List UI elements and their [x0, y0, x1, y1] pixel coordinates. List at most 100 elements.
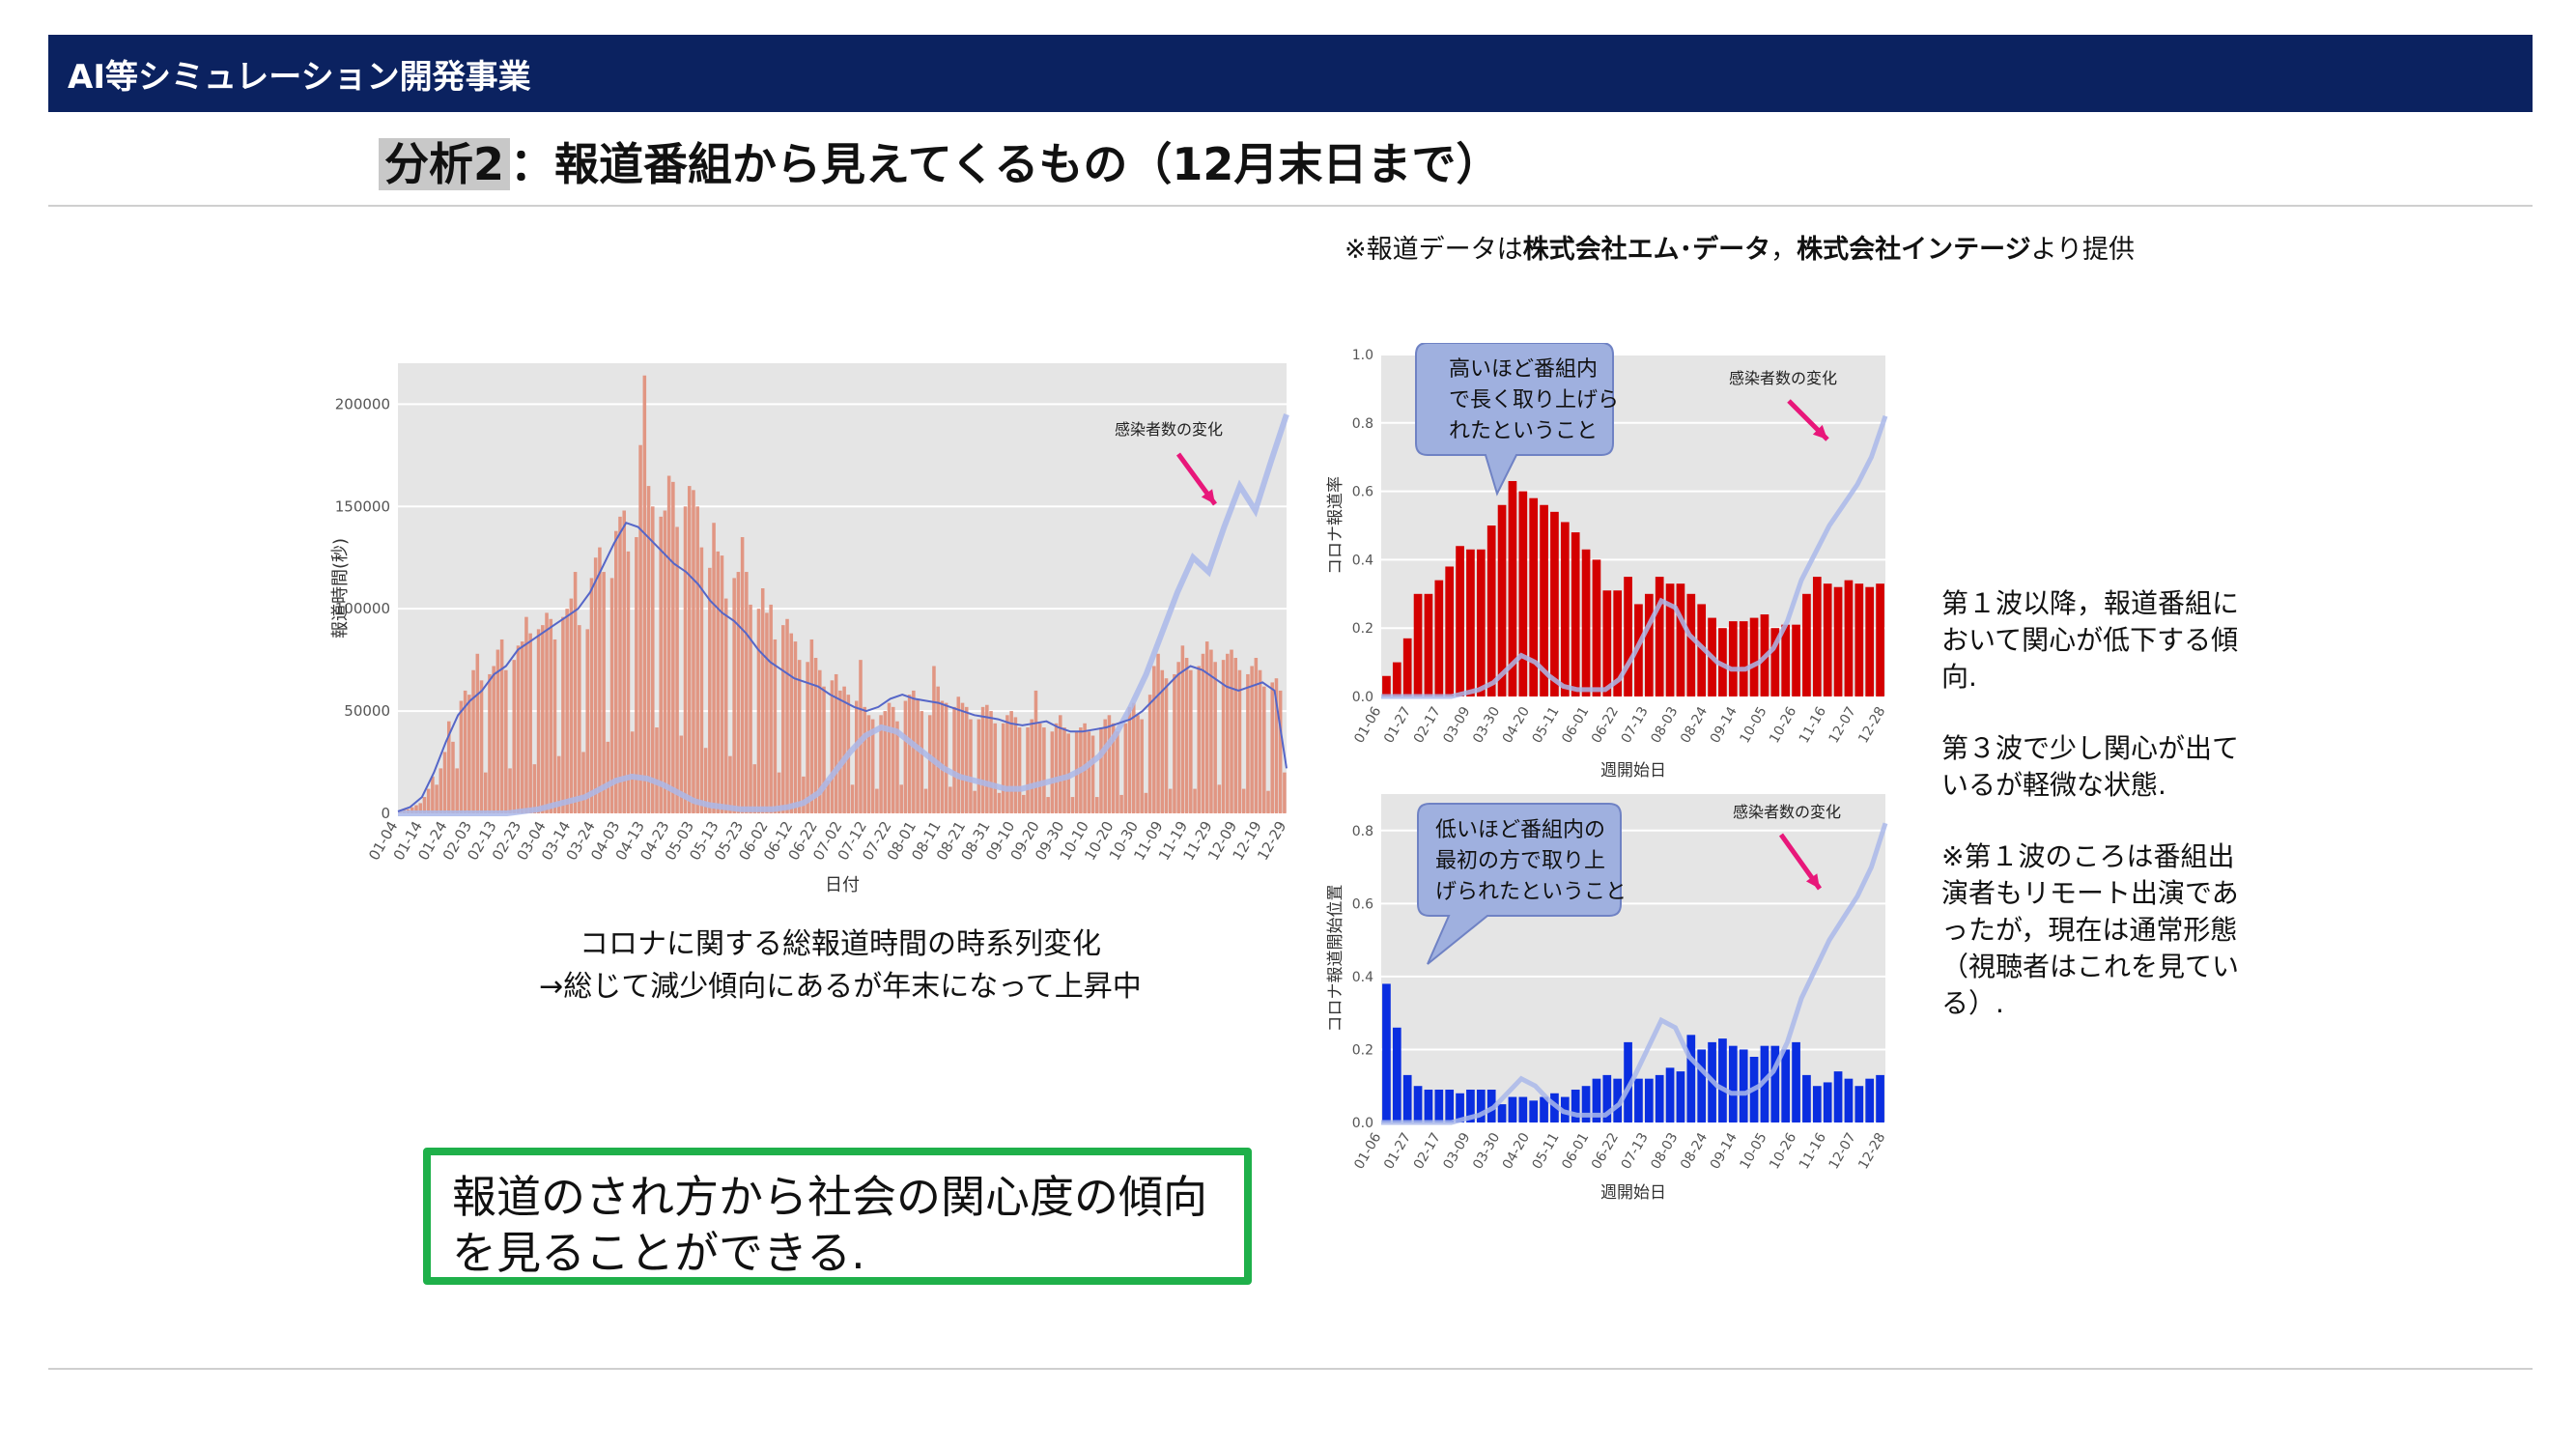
bar	[683, 506, 688, 813]
infection-annotation: 感染者数の変化	[1729, 369, 1837, 387]
right-note-3: ※第１波のころは番組出演者もリモート出演であったが，現在は通常形態（視聴者はこれ…	[1941, 840, 2240, 1019]
bar	[1833, 1071, 1843, 1122]
bar	[1270, 682, 1275, 813]
source-suffix: より提供	[2030, 235, 2136, 265]
y-tick-label: 50000	[344, 702, 390, 720]
y-axis-label: 報道時間(秒)	[330, 538, 351, 639]
bar	[475, 653, 480, 813]
bar	[504, 669, 508, 813]
bar	[944, 702, 948, 813]
bar	[777, 772, 781, 813]
bar	[609, 578, 614, 813]
bar	[749, 604, 752, 813]
bar	[1001, 723, 1005, 813]
bar	[1728, 621, 1738, 696]
bar	[1508, 1096, 1517, 1122]
bar	[834, 673, 838, 813]
x-tick-label: 09-14	[1708, 1130, 1741, 1172]
x-tick-label: 06-22	[1589, 704, 1622, 746]
x-tick-label: 10-05	[1737, 704, 1769, 746]
bar	[435, 784, 439, 813]
bar	[1686, 593, 1696, 696]
bar	[1792, 1041, 1800, 1122]
bar	[1581, 1086, 1591, 1122]
bar	[903, 700, 908, 813]
bar	[1854, 583, 1864, 696]
x-tick-label: 06-22	[1589, 1130, 1622, 1172]
source-company-2: 株式会社インテージ	[1797, 235, 2031, 265]
bar	[692, 490, 695, 813]
bar	[528, 633, 532, 813]
bar	[1497, 504, 1507, 696]
bar	[1103, 719, 1107, 813]
bar	[410, 807, 414, 813]
x-tick-label: 01-06	[1351, 1130, 1384, 1172]
bar	[899, 784, 903, 813]
bar	[927, 715, 932, 813]
bar	[850, 784, 855, 813]
bar	[969, 719, 973, 813]
top-divider	[48, 205, 2533, 207]
bar	[446, 721, 451, 813]
bar	[818, 669, 822, 813]
x-tick-label: 02-17	[1411, 1130, 1444, 1172]
bar	[854, 700, 859, 813]
bar	[1823, 583, 1832, 696]
bar	[1274, 678, 1279, 813]
x-tick-label: 05-11	[1529, 1130, 1562, 1172]
bar	[1655, 1074, 1664, 1122]
bar	[1749, 617, 1759, 696]
callout-bubble	[1415, 343, 1614, 497]
bar	[728, 755, 732, 813]
bar	[1802, 1074, 1811, 1122]
bar	[1009, 711, 1013, 813]
x-tick-label: 01-06	[1351, 704, 1384, 746]
x-tick-label: 02-17	[1411, 704, 1444, 746]
bar	[1624, 577, 1632, 696]
bar	[463, 690, 467, 813]
bar	[1571, 1090, 1580, 1122]
bar	[838, 690, 842, 813]
infection-annotation: 感染者数の変化	[1115, 420, 1223, 439]
bar	[1518, 1096, 1528, 1122]
bar	[809, 639, 814, 813]
bar	[561, 616, 565, 813]
callout-text: 高いほど番組内	[1449, 357, 1598, 382]
x-tick-label: 12-28	[1855, 704, 1888, 746]
source-company-1: 株式会社エム･データ	[1522, 235, 1771, 265]
bar	[940, 700, 945, 813]
bar	[635, 537, 638, 813]
bar	[1833, 586, 1843, 696]
bar	[842, 686, 846, 813]
infection-line	[1381, 414, 1888, 699]
bar	[1592, 1078, 1601, 1122]
bar	[740, 537, 745, 813]
bar	[916, 698, 920, 813]
bar	[1221, 660, 1226, 813]
bar	[585, 629, 590, 813]
bar	[1062, 727, 1066, 813]
bar	[977, 719, 981, 813]
bar	[508, 768, 512, 813]
bar	[879, 715, 883, 813]
bar	[479, 680, 484, 813]
bar	[699, 547, 704, 813]
bar	[1434, 580, 1444, 696]
bar	[1022, 794, 1026, 813]
callout-text: 低いほど番組内の	[1435, 818, 1605, 842]
bar	[859, 660, 863, 813]
x-tick-label: 10-26	[1767, 704, 1799, 746]
bar	[1283, 772, 1287, 813]
callout-text: げられたということ	[1435, 880, 1627, 904]
bar	[1728, 1045, 1738, 1122]
bar	[785, 618, 789, 813]
bar	[1213, 662, 1217, 813]
bar	[1262, 686, 1266, 813]
bar	[1445, 1090, 1455, 1122]
y-tick-label: 0.6	[1352, 485, 1373, 500]
bar	[638, 444, 642, 813]
bar	[695, 506, 699, 813]
bar	[1466, 1090, 1475, 1122]
bar	[789, 633, 794, 813]
bar	[1392, 1027, 1401, 1122]
